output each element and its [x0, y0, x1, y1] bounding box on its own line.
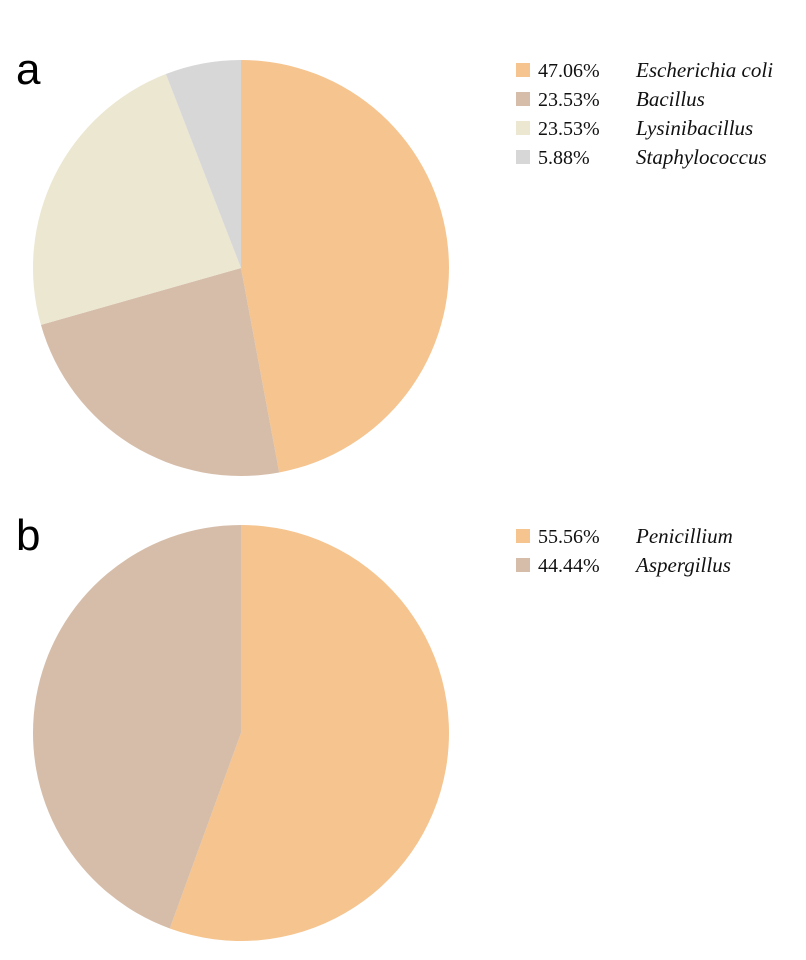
- pie-slice-escherichia-coli: [241, 60, 449, 473]
- legend-value-escherichia-coli: 47.06%: [538, 60, 600, 82]
- legend-label-staphylococcus: Staphylococcus: [636, 145, 767, 169]
- panel-b: b 55.56% Penicillium 44.44% Aspergillus: [16, 511, 733, 941]
- pie-slice-lysinibacillus: [32, 74, 241, 325]
- legend-swatch-lysinibacillus: [516, 121, 530, 135]
- pie-chart-a: [32, 60, 449, 476]
- panel-a-letter: a: [16, 45, 41, 94]
- pie-slice-bacillus: [40, 268, 280, 476]
- legend-value-penicillium: 55.56%: [538, 526, 600, 548]
- legend-value-lysinibacillus: 23.53%: [538, 118, 600, 140]
- pie-chart-b: [32, 525, 449, 941]
- legend-value-aspergillus: 44.44%: [538, 555, 600, 577]
- panel-a: a 47.06% Escherichia coli 23.53% Bacillus 23…: [16, 45, 773, 476]
- legend-swatch-escherichia-coli: [516, 63, 530, 77]
- legend-label-bacillus: Bacillus: [636, 87, 705, 111]
- legend-label-penicillium: Penicillium: [635, 524, 733, 548]
- panel-b-letter: b: [16, 511, 40, 560]
- legend-swatch-penicillium: [516, 529, 530, 543]
- legend-swatch-bacillus: [516, 92, 530, 106]
- legend-label-aspergillus: Aspergillus: [634, 553, 731, 577]
- pie-slice-aspergillus: [32, 525, 242, 929]
- legend-swatch-staphylococcus: [516, 150, 530, 164]
- legend-label-lysinibacillus: Lysinibacillus: [635, 116, 753, 140]
- pie-slice-staphylococcus: [165, 60, 241, 268]
- legend-a: 47.06% Escherichia coli 23.53% Bacillus 23.5…: [516, 58, 773, 169]
- legend-value-bacillus: 23.53%: [538, 89, 600, 111]
- legend-value-staphylococcus: 5.88%: [538, 147, 590, 169]
- pie-slice-penicillium: [169, 525, 449, 941]
- legend-label-escherichia-coli: Escherichia coli: [635, 58, 773, 82]
- legend-b: 55.56% Penicillium 44.44% Aspergillus: [516, 524, 733, 577]
- legend-swatch-aspergillus: [516, 558, 530, 572]
